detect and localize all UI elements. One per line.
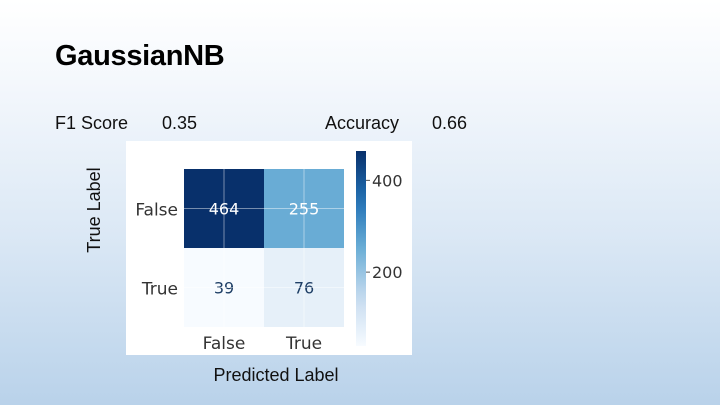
- cell-value-label: 39: [214, 279, 234, 298]
- cell-value-label: 255: [289, 200, 320, 219]
- matrix-cell: [264, 169, 344, 248]
- cell-value-label: 76: [294, 279, 314, 298]
- y-axis-label: True Label: [84, 167, 104, 253]
- accuracy-value: 0.66: [432, 113, 468, 133]
- cell-value-label: 464: [209, 200, 240, 219]
- colorbar-tick-label: 200: [372, 263, 403, 282]
- f1-score-label: F1 Score: [55, 113, 129, 133]
- y-tick-label: True: [141, 280, 178, 300]
- colorbar: [356, 151, 366, 346]
- matrix-cell: [184, 248, 264, 327]
- f1-score-value: 0.35: [162, 113, 198, 133]
- x-axis-label: Predicted Label: [213, 365, 339, 385]
- matrix-cell: [184, 169, 264, 248]
- colorbar-tick-label: 400: [372, 171, 403, 190]
- slide-title: GaussianNB: [55, 40, 225, 72]
- accuracy-label: Accuracy: [325, 113, 400, 133]
- x-tick-label: False: [203, 334, 246, 354]
- confusion-matrix-svg: 464 255 39 76 False True False True 400 200: [135, 151, 403, 354]
- confusion-matrix-plot: 464 255 39 76 False True False True 400 200: [126, 141, 412, 355]
- x-tick-label: True: [285, 334, 322, 354]
- matrix-cell: [264, 248, 344, 327]
- y-tick-label: False: [135, 201, 178, 221]
